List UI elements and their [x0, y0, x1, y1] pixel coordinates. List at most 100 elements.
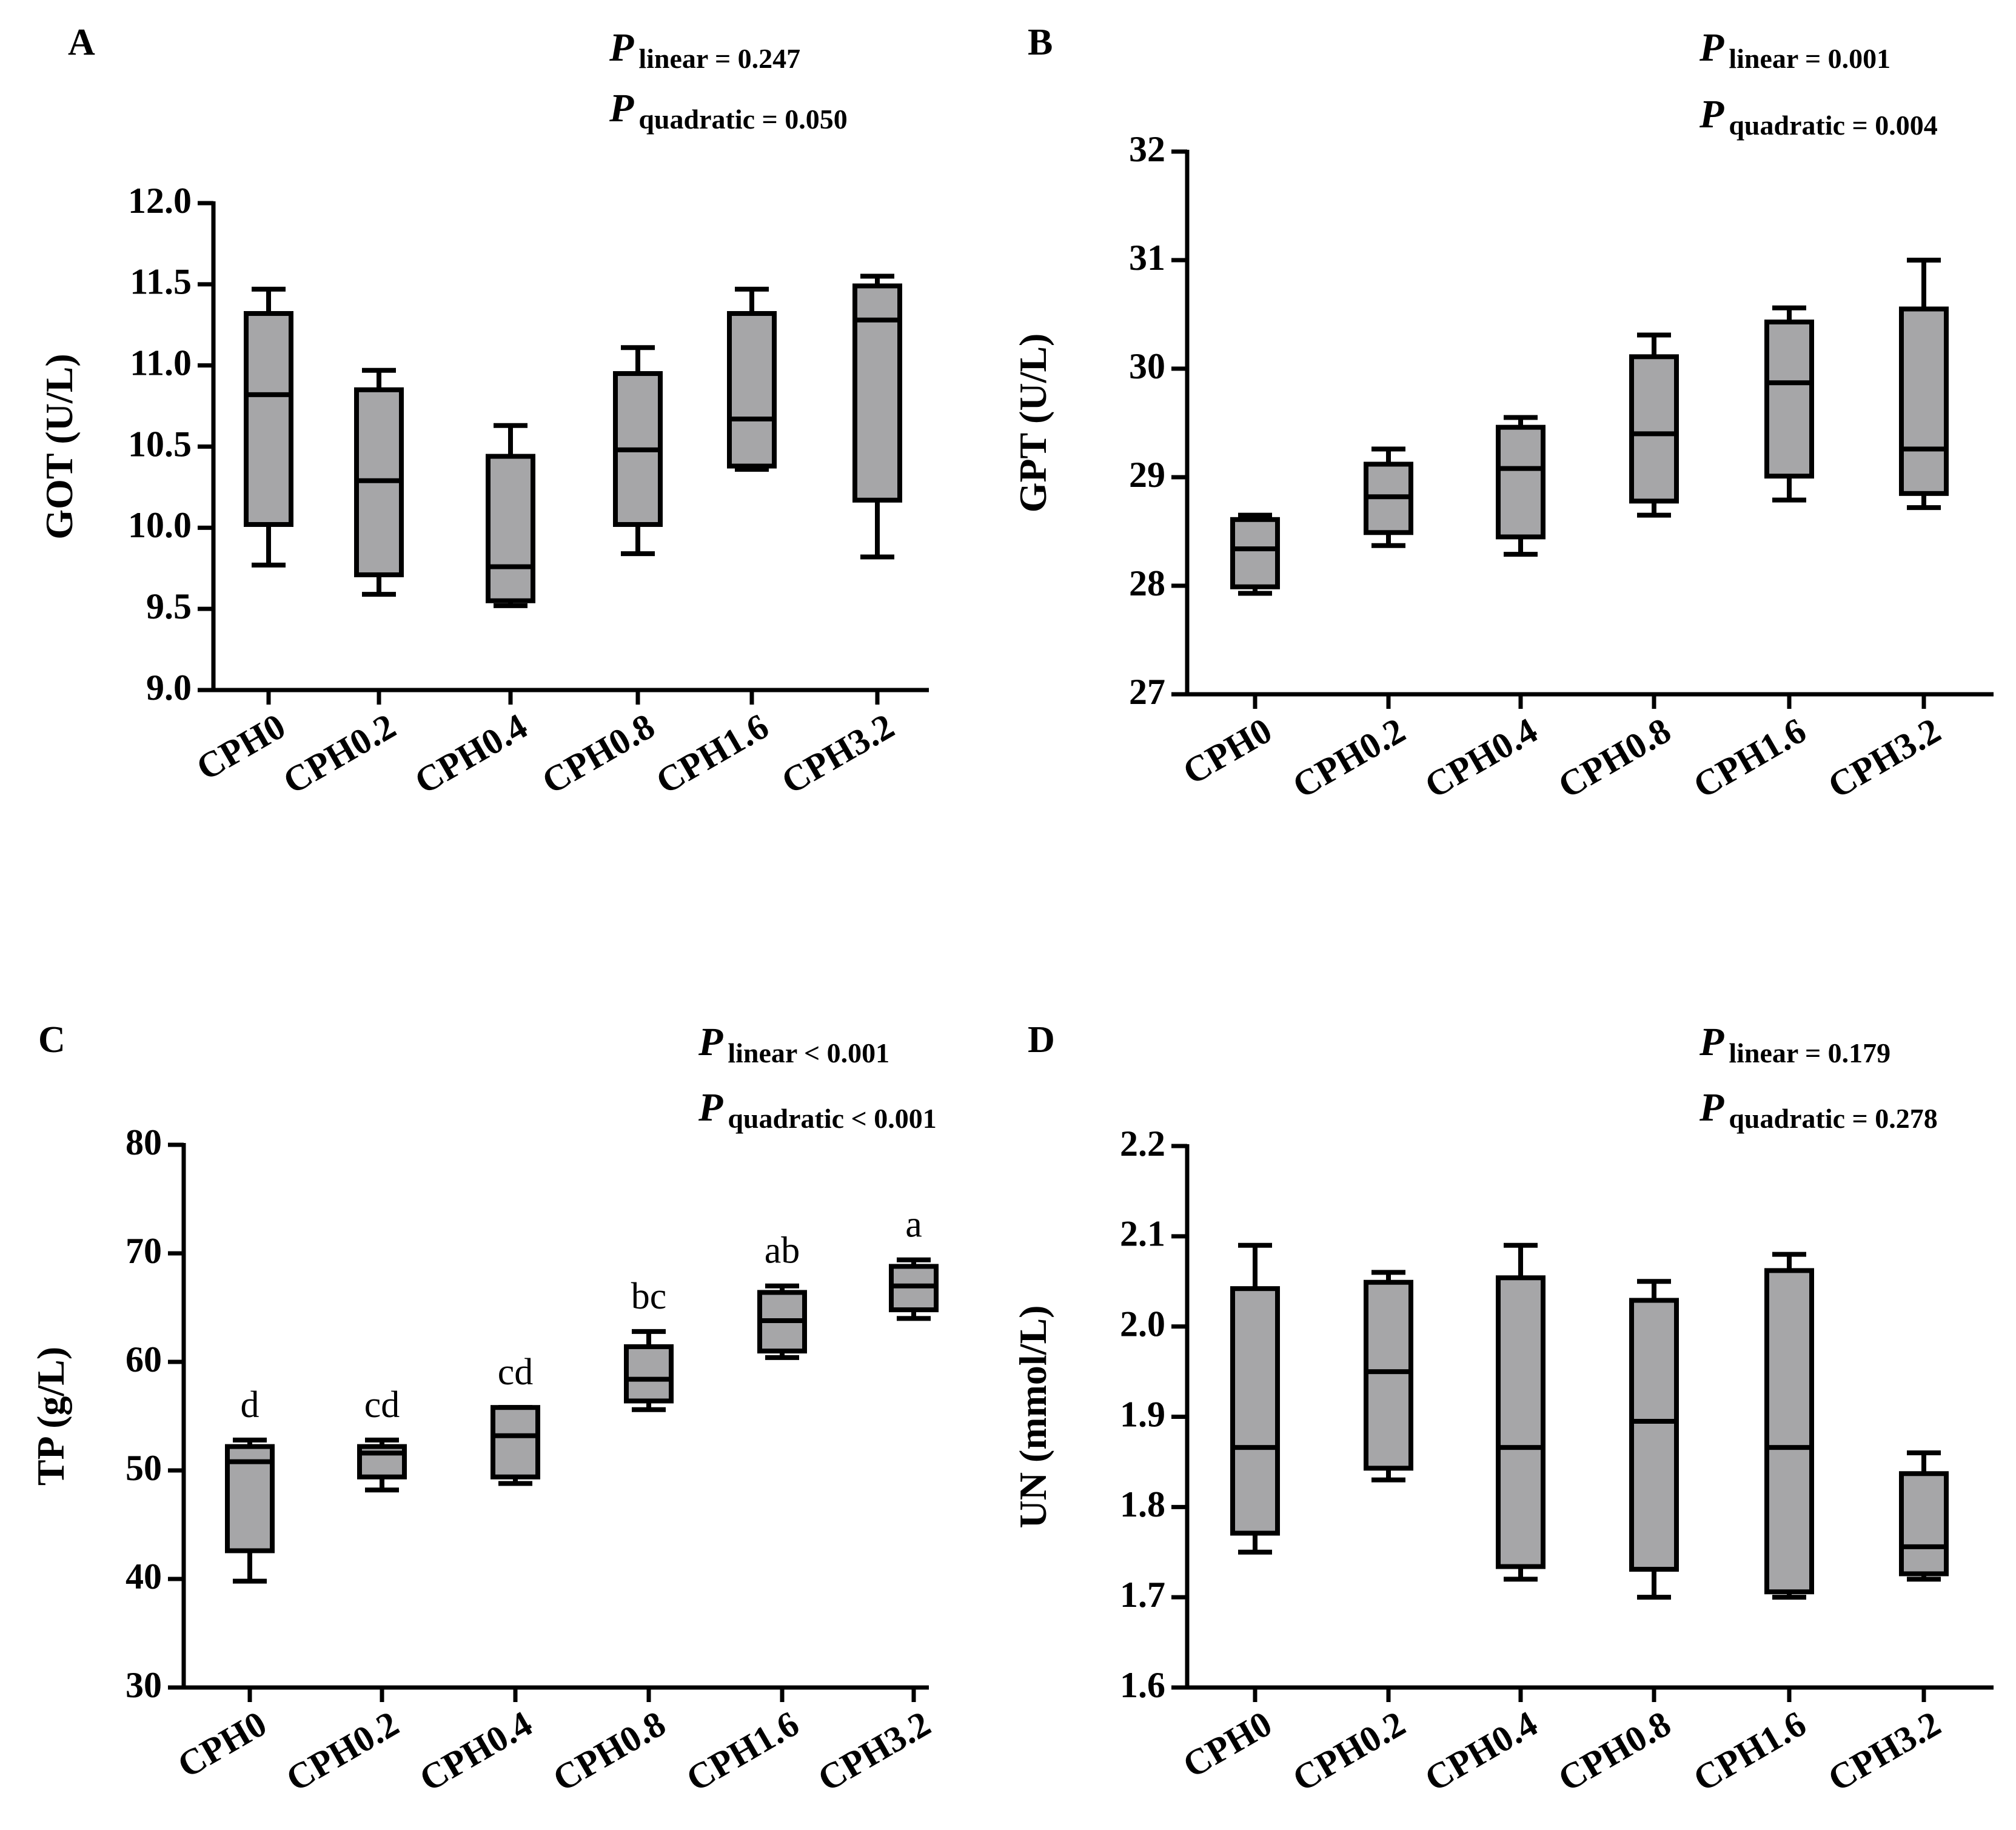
significance-label: ab — [765, 1230, 800, 1272]
y-tick-label-d: 1.6 — [1120, 1665, 1165, 1705]
y-tick-label-a: 11.0 — [130, 343, 192, 383]
significance-label: cd — [498, 1352, 534, 1393]
significance-label: d — [241, 1384, 260, 1426]
significance-label: cd — [364, 1384, 400, 1426]
box-cph0-4 — [1496, 424, 1545, 540]
x-tick-label-c: CPH0.2 — [280, 1703, 406, 1799]
y-tick-label-b: 32 — [1129, 129, 1165, 169]
box-cph0-2 — [1364, 1279, 1413, 1471]
y-tick-label-a: 11.5 — [130, 262, 192, 302]
p-quadratic-text: quadratic = 0.004 — [1729, 110, 1937, 141]
box-cph3-2 — [1899, 306, 1949, 496]
p-quadratic-symbol: P — [1699, 92, 1724, 136]
x-tick-label-d: CPH0 — [1176, 1703, 1279, 1785]
p-quadratic-text: quadratic = 0.050 — [638, 104, 847, 135]
x-tick-label-d: CPH3.2 — [1821, 1703, 1947, 1799]
x-tick-label-b: CPH3.2 — [1821, 710, 1947, 806]
x-tick-label-b: CPH0 — [1176, 710, 1279, 792]
y-tick-label-c: 80 — [126, 1122, 162, 1162]
y-tick-label-d: 2.1 — [1120, 1214, 1165, 1254]
y-tick-label-d: 1.9 — [1120, 1394, 1165, 1434]
y-tick-label-c: 70 — [126, 1231, 162, 1271]
x-tick-label-a: CPH1.6 — [649, 706, 775, 802]
panel-letter-c: C — [38, 1019, 65, 1061]
y-tick-label-a: 12.0 — [128, 181, 192, 221]
y-tick-label-a: 9.5 — [146, 586, 192, 626]
x-tick-label-d: CPH0.4 — [1418, 1703, 1544, 1799]
box-cph1-6 — [1764, 320, 1814, 479]
box-cph0-4 — [1496, 1275, 1545, 1569]
p-quadratic-symbol: P — [609, 86, 634, 130]
p-linear-text: linear = 0.001 — [1729, 43, 1890, 74]
y-tick-label-a: 10.5 — [128, 424, 192, 464]
x-tick-label-c: CPH0.8 — [546, 1703, 672, 1799]
panel-letter-b: B — [1028, 22, 1053, 63]
box-cph0-8 — [624, 1344, 674, 1404]
box-cph1-6 — [1764, 1268, 1814, 1595]
box-cph0 — [1230, 517, 1280, 589]
p-linear-symbol: P — [609, 25, 634, 70]
x-tick-label-b: CPH1.6 — [1687, 710, 1813, 806]
y-tick-label-d: 1.8 — [1120, 1484, 1165, 1524]
p-quadratic-symbol: P — [698, 1085, 723, 1130]
y-axis-title-b: GPT (U/L) — [1011, 333, 1054, 513]
box-cph0-8 — [1629, 1298, 1679, 1572]
x-tick-label-b: CPH0.2 — [1286, 710, 1412, 806]
y-tick-label-b: 27 — [1129, 672, 1165, 712]
p-quadratic-text: quadratic < 0.001 — [728, 1103, 936, 1134]
p-linear-text: linear < 0.001 — [728, 1037, 889, 1068]
x-tick-label-c: CPH0.4 — [413, 1703, 539, 1799]
p-linear-text: linear = 0.179 — [1729, 1037, 1890, 1068]
y-tick-label-b: 28 — [1129, 563, 1165, 603]
x-tick-label-a: CPH0.8 — [535, 706, 661, 802]
x-tick-label-b: CPH0.4 — [1418, 710, 1544, 806]
y-tick-label-c: 30 — [126, 1665, 162, 1705]
box-cph3-2 — [1899, 1471, 1949, 1577]
p-quadratic-symbol: P — [1699, 1085, 1724, 1130]
significance-label: bc — [631, 1276, 667, 1317]
y-tick-label-b: 30 — [1129, 346, 1165, 386]
y-tick-label-d: 2.0 — [1120, 1304, 1165, 1344]
x-tick-label-c: CPH3.2 — [811, 1703, 937, 1799]
x-tick-label-a: CPH0.4 — [408, 706, 534, 802]
box-cph0 — [244, 311, 293, 527]
y-tick-label-c: 50 — [126, 1448, 162, 1488]
y-tick-label-a: 10.0 — [128, 505, 192, 545]
y-tick-label-c: 40 — [126, 1557, 162, 1597]
p-linear-symbol: P — [698, 1020, 723, 1064]
box-cph0-4 — [486, 454, 535, 603]
box-cph1-6 — [727, 311, 777, 469]
x-tick-label-a: CPH0 — [190, 706, 292, 788]
x-tick-label-a: CPH0.2 — [276, 706, 403, 802]
panel-letter-d: D — [1028, 1019, 1055, 1061]
y-tick-label-d: 2.2 — [1120, 1124, 1165, 1164]
p-linear-symbol: P — [1699, 1020, 1724, 1064]
x-tick-label-d: CPH0.8 — [1552, 1703, 1678, 1799]
x-tick-label-c: CPH1.6 — [680, 1703, 806, 1799]
box-cph0 — [1230, 1286, 1280, 1536]
y-tick-label-b: 31 — [1129, 238, 1165, 278]
panel-letter-a: A — [68, 22, 95, 63]
p-linear-symbol: P — [1699, 25, 1724, 70]
p-linear-text: linear = 0.247 — [638, 43, 800, 74]
x-tick-label-d: CPH1.6 — [1687, 1703, 1813, 1799]
x-tick-label-d: CPH0.2 — [1286, 1703, 1412, 1799]
y-axis-title-c: TP (g/L) — [29, 1347, 72, 1486]
y-tick-label-b: 29 — [1129, 455, 1165, 495]
p-quadratic-text: quadratic = 0.278 — [1729, 1103, 1937, 1134]
y-tick-label-a: 9.0 — [146, 668, 192, 708]
x-tick-label-a: CPH3.2 — [775, 706, 901, 802]
box-cph0-4 — [491, 1405, 540, 1480]
x-tick-label-b: CPH0.8 — [1552, 710, 1678, 806]
